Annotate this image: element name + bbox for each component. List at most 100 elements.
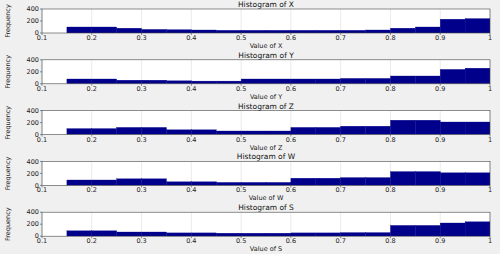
x-tick-label: 0.7 <box>335 34 345 42</box>
x-tick-label: 0.8 <box>385 186 395 194</box>
x-tick-label: 1 <box>488 136 492 144</box>
x-tick-label: 0.3 <box>136 186 146 194</box>
y-tick <box>40 110 42 111</box>
bar <box>415 120 440 134</box>
plot-area <box>42 212 490 236</box>
bar <box>191 130 216 135</box>
bar <box>341 178 366 186</box>
y-tick-label: 200 <box>27 170 39 178</box>
grid-line <box>241 161 242 185</box>
x-tick-label: 0.6 <box>286 237 296 245</box>
x-tick-label: 0.2 <box>87 85 97 93</box>
bar <box>166 233 191 236</box>
x-tick-label: 0.4 <box>186 34 196 42</box>
bars <box>67 68 490 84</box>
bar <box>266 79 291 84</box>
bar <box>191 81 216 84</box>
bars <box>67 19 490 33</box>
x-tick-label: 0.6 <box>286 85 296 93</box>
x-tick-label: 0.9 <box>435 237 445 245</box>
bar <box>216 233 241 236</box>
grid-line <box>191 212 192 236</box>
x-tick-label: 0.3 <box>136 237 146 245</box>
x-tick-label: 0.3 <box>136 34 146 42</box>
bar <box>117 80 142 84</box>
frame <box>42 161 490 185</box>
bar <box>142 80 167 84</box>
grid-line <box>241 9 242 33</box>
panel: 0.10.20.30.40.50.60.70.80.910200400Histo… <box>4 203 492 253</box>
title: Histogram of X <box>238 0 294 9</box>
bar <box>415 76 440 84</box>
bar <box>92 231 117 236</box>
x-tick-label: 0.6 <box>286 136 296 144</box>
y-tick <box>40 71 42 72</box>
x-tick-label: 0.8 <box>385 237 395 245</box>
bar <box>117 232 142 236</box>
bar <box>266 30 291 33</box>
bars <box>67 120 490 134</box>
x-tick-label: 0.7 <box>335 186 345 194</box>
y-tick-label: 0 <box>35 29 39 37</box>
y-tick <box>40 122 42 123</box>
bar <box>142 29 167 33</box>
y-tick <box>40 212 42 213</box>
bar <box>316 178 341 185</box>
y-tick-label: 400 <box>27 158 39 166</box>
bar <box>191 30 216 33</box>
y-tick-label: 400 <box>27 208 39 216</box>
y-tick <box>40 9 42 10</box>
x-tick-label: 0.4 <box>186 237 196 245</box>
y-tick <box>40 59 42 60</box>
bar <box>465 68 490 84</box>
y-axis-label: Frequency <box>4 156 12 190</box>
x-axis-label: Value of S <box>250 245 282 253</box>
x-tick-label: 0.5 <box>236 136 246 144</box>
x-tick-label: 1 <box>488 85 492 93</box>
x-tick-label: 0.9 <box>435 186 445 194</box>
bar <box>366 233 391 237</box>
bar <box>291 127 316 134</box>
x-tick-label: 0.4 <box>186 85 196 93</box>
bar <box>465 19 490 33</box>
bar <box>241 131 266 135</box>
y-axis-label: Frequency <box>4 106 12 140</box>
x-tick-label: 0.3 <box>136 85 146 93</box>
grid-line <box>290 9 291 33</box>
y-axis-label: Frequency <box>4 55 12 89</box>
y-tick <box>40 173 42 174</box>
bar <box>316 233 341 236</box>
bar <box>142 232 167 236</box>
bar <box>341 233 366 237</box>
bar <box>117 179 142 186</box>
x-tick-label: 0.5 <box>236 34 246 42</box>
bar <box>241 30 266 33</box>
bar <box>440 173 465 186</box>
plot-area <box>42 111 490 135</box>
y-tick <box>40 83 42 84</box>
bar <box>166 182 191 186</box>
x-tick-label: 0.8 <box>385 136 395 144</box>
bar <box>366 30 391 33</box>
x-tick-label: 0.2 <box>87 136 97 144</box>
bar <box>415 172 440 186</box>
bar <box>142 127 167 134</box>
bar <box>366 126 391 134</box>
grid-line <box>241 212 242 236</box>
bar <box>67 180 92 185</box>
bar <box>465 122 490 135</box>
bar <box>166 81 191 84</box>
x-tick-label: 0.9 <box>435 85 445 93</box>
bar <box>67 231 92 236</box>
bar <box>117 28 142 33</box>
panel: 0.10.20.30.40.50.60.70.80.910200400Histo… <box>4 0 492 50</box>
y-tick-label: 200 <box>27 119 39 127</box>
y-tick-label: 0 <box>35 80 39 88</box>
background <box>0 0 500 254</box>
x-tick-label: 0.7 <box>335 136 345 144</box>
bar <box>241 182 266 185</box>
bar <box>241 79 266 84</box>
panel: 0.10.20.30.40.50.60.70.80.910200400Histo… <box>4 51 492 101</box>
x-tick-label: 0.7 <box>335 237 345 245</box>
bar <box>92 180 117 185</box>
